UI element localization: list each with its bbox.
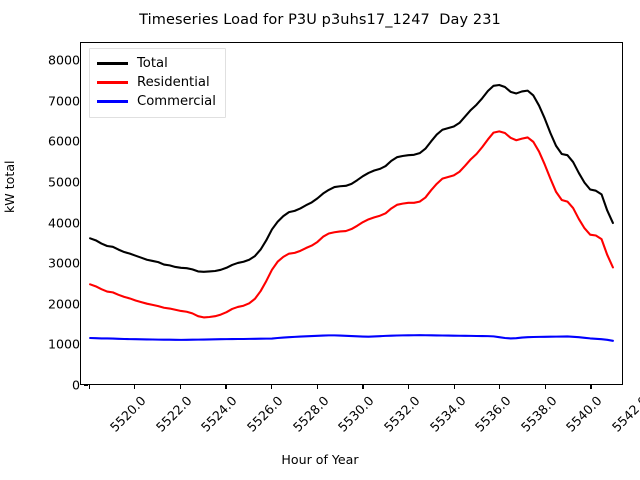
legend-item[interactable]: Commercial (97, 92, 216, 111)
y-tick-label: 7000 (47, 93, 80, 109)
x-axis-ticks: 5520.0 5522.0 5524.0 5526.0 5528.0 5530.0 5532… (0, 385, 640, 480)
x-tick-mark (362, 385, 364, 390)
y-tick-label: 2000 (47, 296, 80, 312)
x-tick-label: 5524.0 (198, 393, 241, 435)
x-tick-label: 5530.0 (335, 393, 377, 435)
legend-line-swatch (97, 81, 128, 84)
legend: Total Residential Commercial (89, 48, 226, 118)
x-tick-label: 5536.0 (472, 393, 514, 435)
series-line-total (89, 83, 614, 273)
legend-line-swatch (97, 100, 128, 103)
x-tick-label: 5526.0 (243, 393, 286, 435)
x-tick-mark (407, 385, 410, 390)
series-line-commercial (89, 334, 614, 342)
x-tick-mark (453, 385, 455, 390)
y-tick-label: 0 (71, 377, 80, 393)
legend-line-swatch (97, 62, 128, 65)
x-tick-mark (271, 385, 273, 390)
page-title: Timeseries Load for P3U p3uhs17_1247 Day… (139, 12, 501, 28)
x-tick-mark (179, 385, 182, 390)
y-tick-mark (84, 384, 89, 386)
x-tick-label: 5542.0 (608, 393, 640, 435)
x-tick-label: 5522.0 (152, 393, 195, 435)
x-tick-mark (88, 385, 90, 390)
y-tick-label: 6000 (47, 133, 80, 149)
x-tick-mark (544, 385, 547, 390)
x-tick-mark (134, 385, 136, 390)
x-tick-mark (499, 385, 501, 390)
y-tick-label: 8000 (47, 52, 80, 68)
x-tick-mark (590, 385, 592, 390)
x-tick-label: 5538.0 (517, 393, 560, 435)
x-tick-mark (225, 385, 227, 390)
x-tick-mark (316, 385, 318, 390)
legend-item-label: Total (137, 56, 168, 71)
legend-item[interactable]: Total (97, 54, 216, 73)
legend-item[interactable]: Residential (97, 73, 216, 92)
x-tick-label: 5532.0 (380, 393, 423, 435)
legend-item-label: Commercial (137, 94, 216, 109)
plot-lines (89, 83, 614, 342)
series-line-residential (89, 130, 614, 319)
x-tick-label: 5534.0 (426, 393, 469, 435)
legend-item-label: Residential (137, 75, 210, 90)
y-tick-label: 5000 (47, 174, 80, 190)
x-tick-label: 5528.0 (289, 393, 332, 435)
y-tick-label: 3000 (47, 255, 80, 271)
y-tick-label: 4000 (47, 215, 80, 231)
x-axis-label: Hour of Year (281, 452, 359, 467)
y-tick-label: 1000 (47, 336, 80, 352)
x-tick-label: 5540.0 (563, 393, 606, 435)
x-tick-label: 5520.0 (107, 393, 149, 435)
